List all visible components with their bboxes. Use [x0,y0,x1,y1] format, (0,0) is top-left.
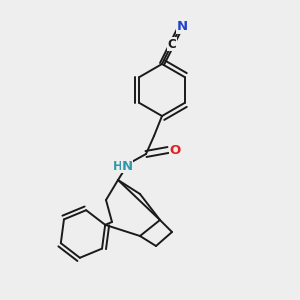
Text: O: O [169,143,181,157]
Text: H: H [113,160,123,172]
Text: N: N [122,160,133,172]
Text: C: C [168,38,176,50]
Text: N: N [176,20,188,34]
